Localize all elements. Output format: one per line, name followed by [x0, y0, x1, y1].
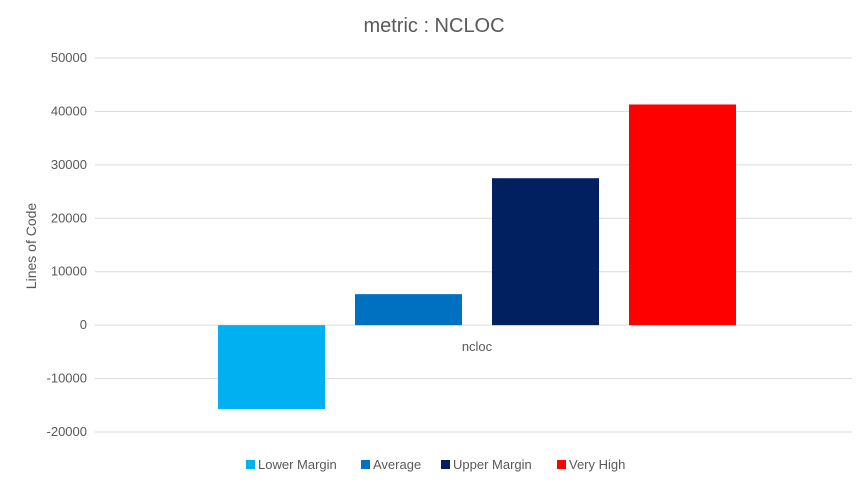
y-axis-label: Lines of Code — [23, 203, 39, 290]
y-tick-label: 20000 — [51, 210, 87, 225]
y-tick-label: 30000 — [51, 157, 87, 172]
bar-upper-margin — [492, 178, 599, 326]
bar-lower-margin — [218, 325, 325, 410]
y-tick-label: 40000 — [51, 103, 87, 118]
legend-swatch — [361, 460, 370, 469]
gridlines — [95, 57, 852, 433]
legend: Lower Margin Average Upper Margin Very High — [246, 457, 625, 472]
y-axis-ticks: -20000 -10000 0 10000 20000 30000 40000 50000 — [47, 50, 87, 439]
category-label: ncloc — [462, 339, 493, 354]
legend-label: Average — [373, 457, 421, 472]
y-tick-label: 0 — [80, 317, 87, 332]
chart-title: metric : NCLOC — [363, 15, 504, 37]
y-tick-label: 50000 — [51, 50, 87, 65]
y-tick-label: -20000 — [47, 424, 87, 439]
bar-very-high — [629, 104, 736, 326]
legend-swatch — [246, 460, 255, 469]
legend-label: Lower Margin — [258, 457, 337, 472]
bars — [218, 104, 736, 410]
legend-label: Very High — [569, 457, 625, 472]
legend-swatch — [557, 460, 566, 469]
legend-label: Upper Margin — [453, 457, 532, 472]
y-tick-label: -10000 — [47, 371, 87, 386]
bar-average — [355, 294, 462, 326]
y-tick-label: 10000 — [51, 264, 87, 279]
legend-swatch — [441, 460, 450, 469]
